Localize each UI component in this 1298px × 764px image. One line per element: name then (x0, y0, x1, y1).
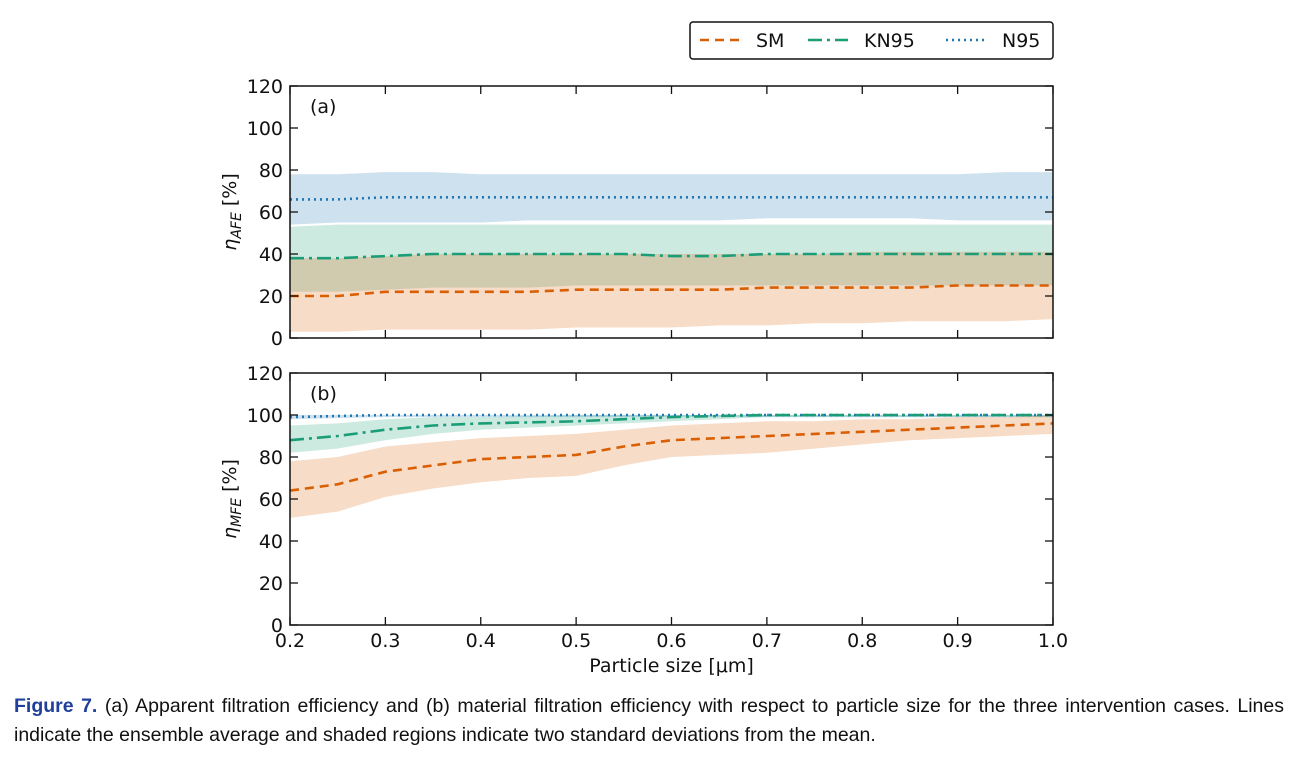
panel-b-ytick-label: 40 (259, 531, 283, 553)
panel-b-label: (b) (310, 383, 337, 405)
figure-chart: 0 20 40 60 80 100 120 (a) ηAFE [%] 0 20 40 60 80 100 1… (219, 21, 1068, 677)
legend-label-sm: SM (756, 30, 784, 52)
panel-b-line-kn95 (289, 413, 1053, 442)
panel-a-ytick-label: 60 (259, 202, 283, 224)
panel-a-band-sm (290, 251, 1053, 332)
panel-a-ytick-label: 40 (259, 244, 283, 266)
panel-b-axes-frame (289, 372, 1054, 626)
panel-a-ytick-label: 80 (259, 160, 283, 182)
panel-b-band-sm (290, 415, 1053, 518)
panel-b-ytick-label: 120 (247, 363, 283, 385)
panel-b-y-axis-label: ηMFE [%] (219, 459, 245, 539)
panel-b-xtick-label: 0.7 (752, 630, 782, 652)
legend-label-kn95: KN95 (864, 30, 915, 52)
panel-b-xtick-label: 0.9 (943, 630, 973, 652)
panel-a-ytick-label: 100 (247, 118, 283, 140)
panel-a-line-n95 (290, 196, 1053, 201)
panel-b-xtick-label: 0.5 (561, 630, 591, 652)
caption-label: Figure 7. (14, 695, 98, 717)
panel-a-band-kn95 (290, 224, 1053, 292)
panel-b-ytick-label: 0 (271, 615, 283, 637)
panel-a-ytick-label: 0 (271, 328, 283, 350)
panel-b-xtick-label: 0.4 (466, 630, 496, 652)
panel-a-line-kn95 (290, 252, 1053, 260)
panel-b-ytick-label: 80 (259, 447, 283, 469)
panel-b-xtick-label: 0.8 (847, 630, 877, 652)
panel-b-xtick-label: 0.6 (656, 630, 686, 652)
legend: SM KN95 N95 (689, 21, 1054, 60)
panel-b-ytick-label: 60 (259, 489, 283, 511)
panel-b-xtick-label: 0.3 (370, 630, 400, 652)
panel-a: 0 20 40 60 80 100 120 (a) ηAFE [%] (219, 76, 1054, 350)
figure-caption: Figure 7. (a) Apparent filtration effici… (14, 692, 1284, 750)
panel-a-y-axis-label: ηAFE [%] (219, 173, 245, 250)
caption-text: (a) Apparent filtration efficiency and (… (14, 695, 1284, 746)
panel-a-line-sm (290, 284, 1053, 298)
panel-b-ytick-label: 20 (259, 573, 283, 595)
panel-b: 0 20 40 60 80 100 120 0.2 0.3 0.4 0.5 0.6 0.7 0.8 0.9 1… (219, 363, 1068, 677)
x-axis-label: Particle size [μm] (589, 655, 754, 677)
panel-b-line-n95 (289, 413, 1053, 419)
panel-a-band-n95 (290, 172, 1053, 225)
legend-label-n95: N95 (1002, 30, 1040, 52)
panel-a-label: (a) (310, 96, 336, 118)
panel-a-ytick-label: 120 (247, 76, 283, 98)
panel-a-ytick-label: 20 (259, 286, 283, 308)
panel-b-ytick-label: 100 (247, 405, 283, 427)
panel-b-xtick-label: 1.0 (1038, 630, 1068, 652)
legend-box (689, 21, 1054, 60)
panel-b-xtick-label: 0.2 (275, 630, 305, 652)
